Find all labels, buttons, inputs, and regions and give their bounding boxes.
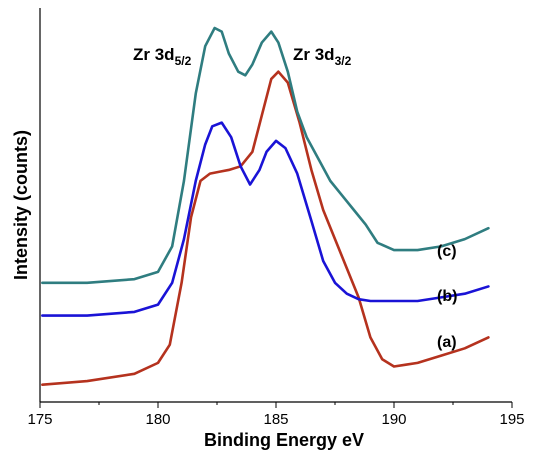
series-line-1 — [41, 70, 490, 387]
plot-area — [41, 26, 490, 387]
peak-annotation-2: Zr 3d3/2 — [293, 45, 352, 68]
x-axis-label: Binding Energy eV — [204, 430, 364, 450]
axes: 175 180 185 190 195 — [27, 8, 525, 428]
x-tick-label: 175 — [27, 411, 52, 428]
series-label: (a) — [437, 334, 457, 351]
labels: Binding Energy eV Intensity (counts) Zr 3d… — [11, 45, 457, 450]
series-line-3 — [41, 26, 490, 285]
series-label: (b) — [437, 288, 457, 305]
x-tick-label: 190 — [381, 411, 406, 428]
peak-annotation-1: Zr 3d5/2 — [133, 45, 192, 68]
series-line-2 — [41, 121, 490, 317]
x-tick-label: 185 — [263, 411, 288, 428]
series-label: (c) — [437, 243, 457, 260]
x-tick-label: 180 — [145, 411, 170, 428]
y-axis-label: Intensity (counts) — [11, 130, 31, 280]
x-tick-label: 195 — [499, 411, 524, 428]
